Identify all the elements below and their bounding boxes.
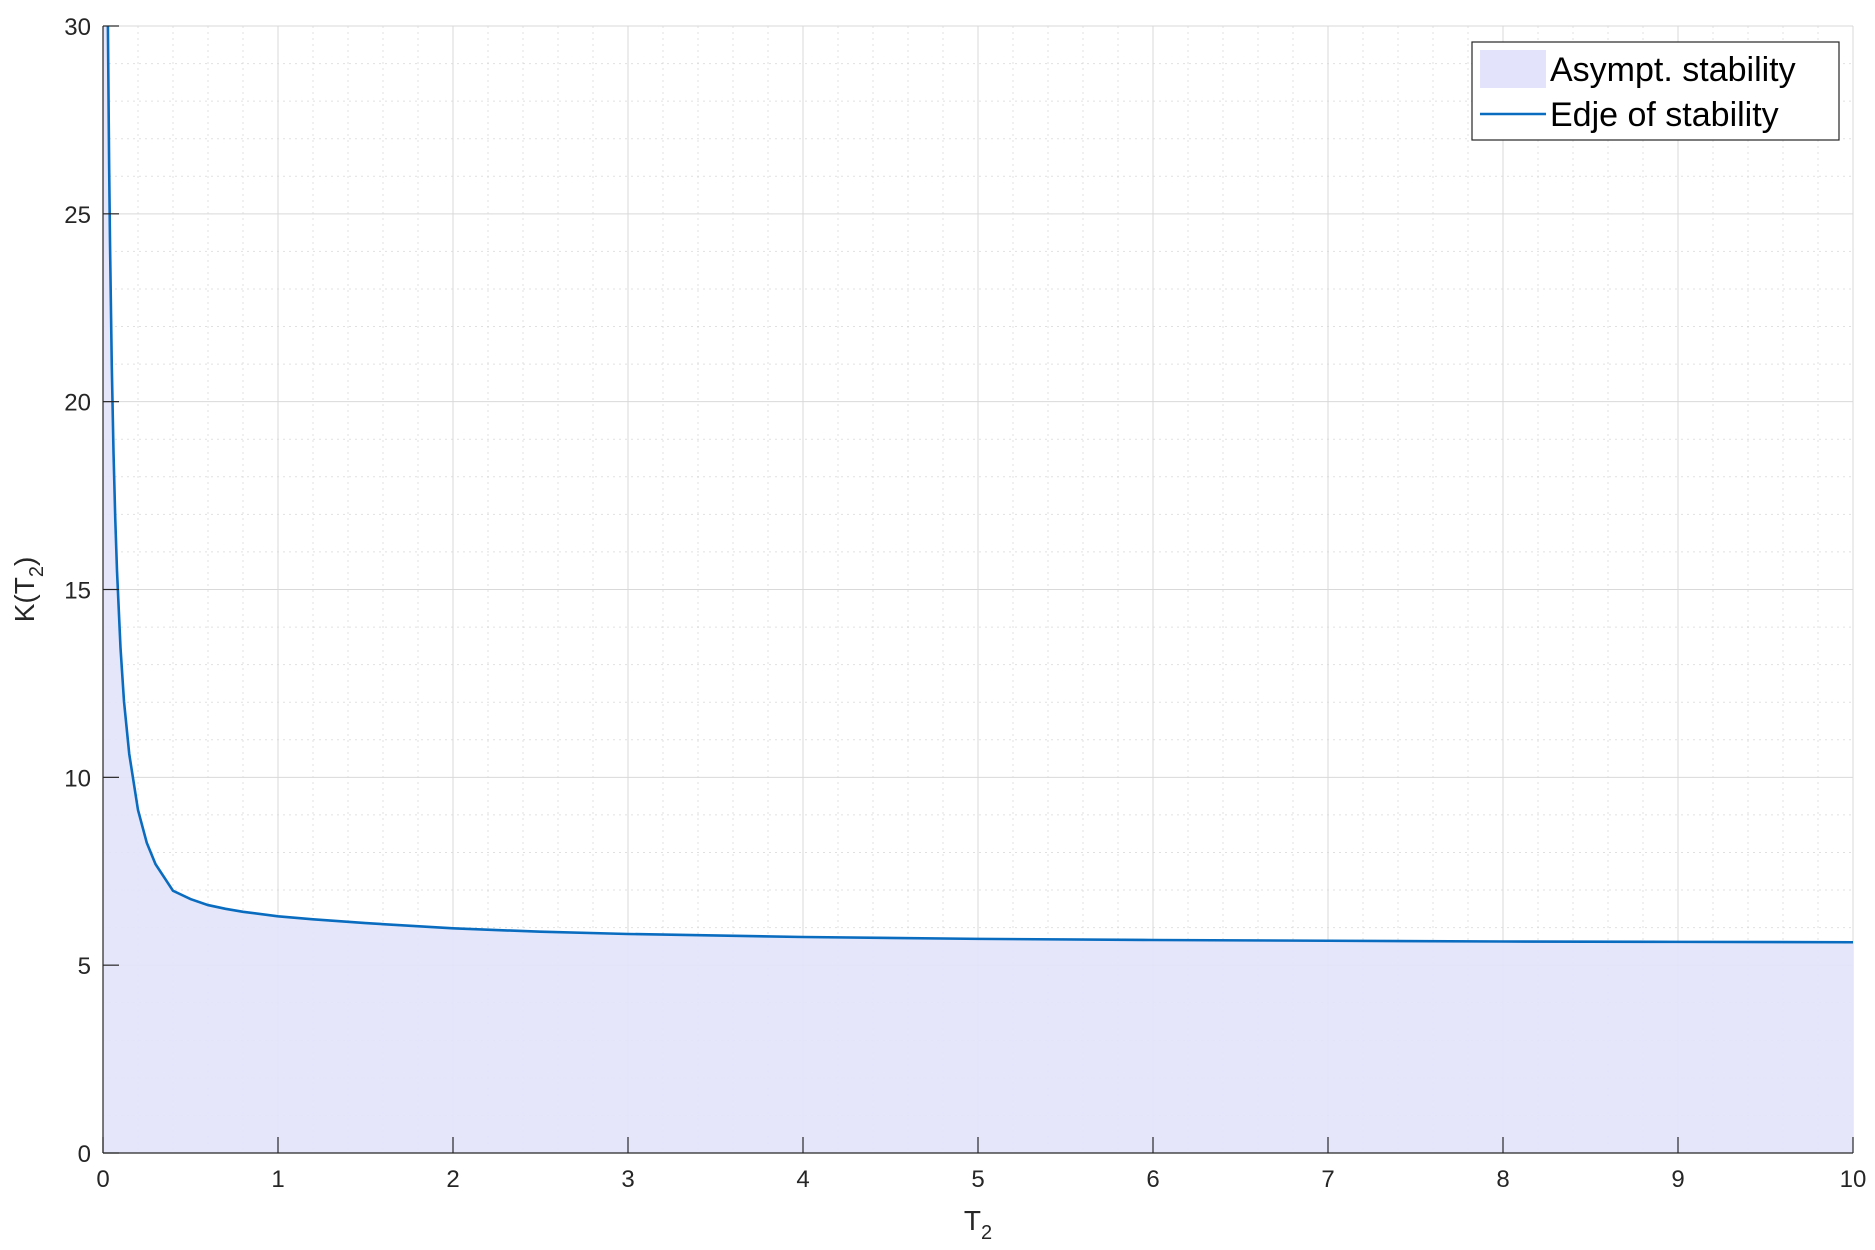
x-axis-label: T2 <box>964 1205 992 1244</box>
y-axis-label-sub: 2 <box>26 566 48 577</box>
y-tick-label: 0 <box>78 1141 91 1168</box>
legend: Asympt. stability Edje of stability <box>1471 41 1840 141</box>
x-tick-label: 5 <box>971 1166 984 1193</box>
y-tick-label: 20 <box>64 390 91 417</box>
x-axis-label-sub: 2 <box>981 1222 992 1244</box>
legend-swatch-area <box>1480 50 1546 88</box>
y-tick-label: 10 <box>64 765 91 792</box>
edge-of-stability-line <box>106 25 1854 944</box>
asymptotic-stability-area <box>103 26 1853 1153</box>
legend-label-area: Asympt. stability <box>1550 51 1796 89</box>
x-tick-label: 10 <box>1840 1166 1867 1193</box>
y-tick-label: 30 <box>64 14 91 41</box>
y-axis-label: K(T2) <box>9 557 48 623</box>
x-tick-label: 9 <box>1671 1166 1684 1193</box>
x-tick-label: 2 <box>446 1166 459 1193</box>
ticks: 0 1 2 3 4 5 6 7 8 9 10 0 5 10 15 20 25 30 <box>64 14 1866 1193</box>
y-tick-label: 5 <box>78 953 91 980</box>
legend-label-line: Edje of stability <box>1550 96 1779 134</box>
x-axis-label-main: T <box>964 1205 981 1236</box>
x-tick-label: 1 <box>271 1166 284 1193</box>
x-tick-label: 7 <box>1321 1166 1334 1193</box>
x-tick-label: 0 <box>96 1166 109 1193</box>
y-axis-label-main: K(T <box>9 577 40 622</box>
x-tick-label: 6 <box>1146 1166 1159 1193</box>
x-tick-label: 4 <box>796 1166 809 1193</box>
y-tick-label: 25 <box>64 202 91 229</box>
x-tick-label: 3 <box>621 1166 634 1193</box>
x-tick-label: 8 <box>1496 1166 1509 1193</box>
y-axis-label-close: ) <box>9 557 40 566</box>
y-tick-label: 15 <box>64 578 91 605</box>
